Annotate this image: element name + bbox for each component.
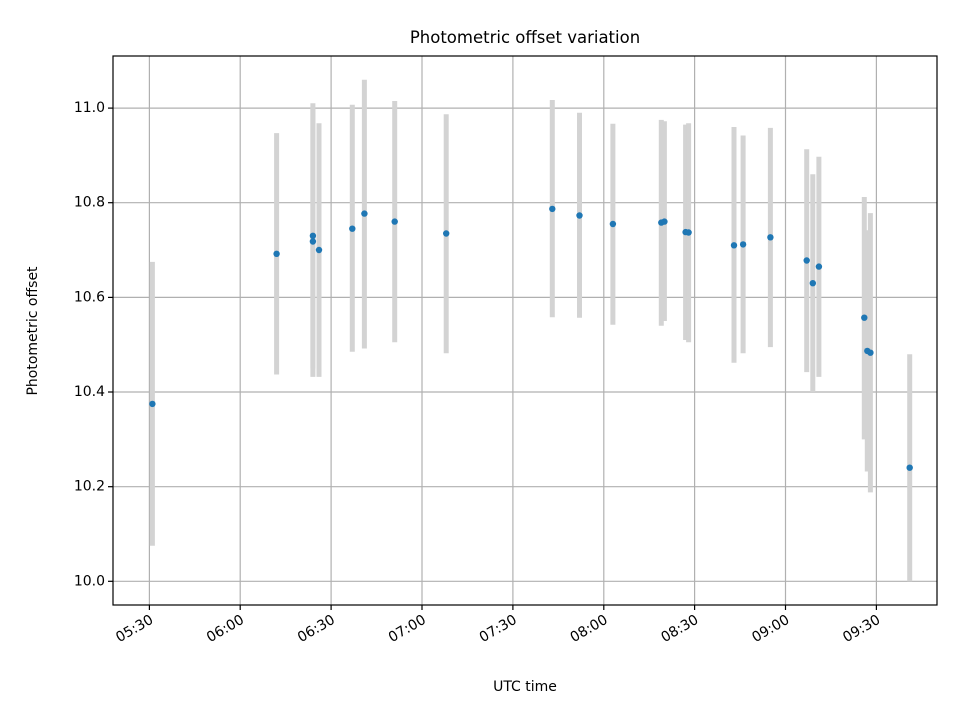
data-point xyxy=(273,250,280,257)
y-tick-label: 10.6 xyxy=(74,289,105,305)
y-tick-label: 10.2 xyxy=(74,479,105,495)
x-axis-label: UTC time xyxy=(493,679,557,695)
y-tick-label: 10.8 xyxy=(74,195,105,211)
data-point xyxy=(861,314,868,321)
data-point xyxy=(309,232,317,239)
data-point xyxy=(309,238,317,245)
data-point xyxy=(739,241,747,248)
data-point xyxy=(361,210,368,217)
data-point xyxy=(443,230,450,237)
y-tick-label: 10.4 xyxy=(74,384,105,400)
y-tick-label: 11.0 xyxy=(74,100,105,116)
grid xyxy=(113,56,937,605)
data-point xyxy=(661,218,668,225)
chart-title: Photometric offset variation xyxy=(410,28,640,47)
data-point xyxy=(730,242,738,249)
data-point xyxy=(609,220,617,228)
plot-frame xyxy=(112,55,938,606)
y-tick-label: 10.0 xyxy=(74,573,105,589)
data-point xyxy=(809,280,816,287)
y-axis-ticks: 10.0 10.2 10.4 10.6 10.8 11.0 xyxy=(74,100,113,589)
data-point xyxy=(815,263,823,270)
data-point xyxy=(685,229,692,236)
data-point xyxy=(576,212,583,219)
data-point xyxy=(867,349,874,356)
y-axis-label: Photometric offset xyxy=(25,266,41,396)
data-point xyxy=(767,234,774,241)
data-point xyxy=(549,205,556,213)
data-points xyxy=(149,205,913,471)
data-point xyxy=(315,246,323,254)
data-point xyxy=(803,257,810,264)
data-point xyxy=(149,400,156,408)
data-point xyxy=(349,225,356,232)
data-point xyxy=(906,464,913,471)
data-point xyxy=(391,218,398,225)
